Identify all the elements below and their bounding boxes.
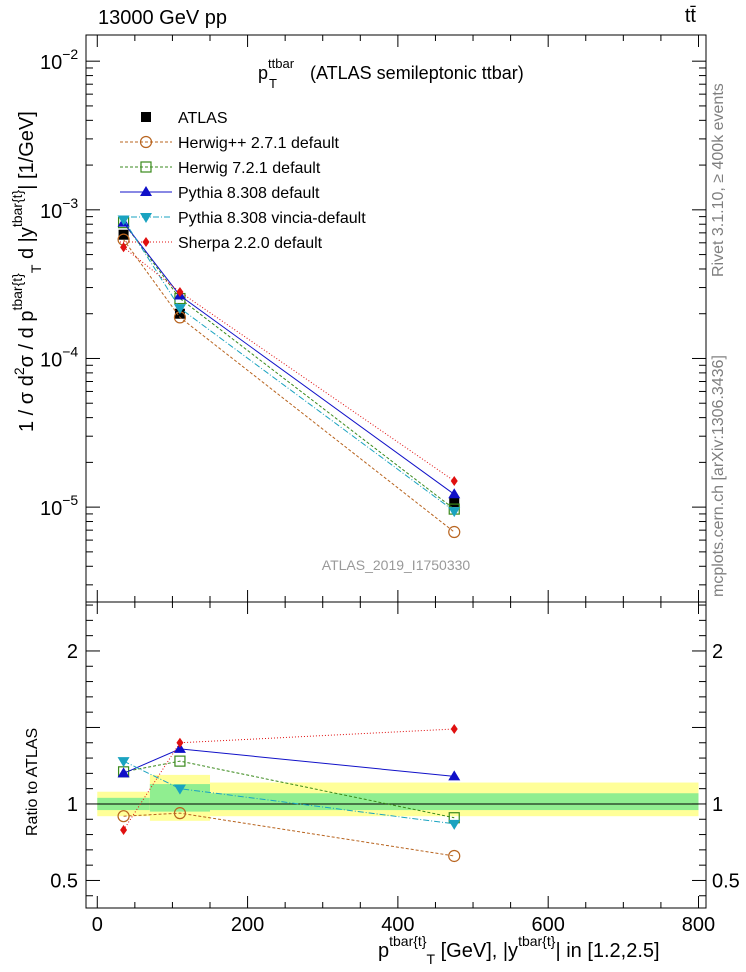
legend-label: Pythia 8.308 vincia-default bbox=[178, 210, 366, 227]
ratio-y-tick-label-right: 1 bbox=[712, 794, 723, 816]
ratio-series-4 bbox=[120, 723, 458, 835]
rivet-side-label: Rivet 3.1.10, ≥ 400k events bbox=[710, 83, 727, 277]
legend-item: Pythia 8.308 vincia-default bbox=[120, 210, 366, 227]
x-axis-ticks: 0 200 400 600 800 bbox=[92, 35, 715, 936]
marker-open-circle bbox=[139, 135, 153, 149]
marker-triangle-down bbox=[117, 757, 130, 768]
marker-triangle-down bbox=[448, 507, 461, 518]
header-process-label: tt̄ bbox=[684, 5, 696, 27]
main-series-1 bbox=[117, 233, 461, 539]
x-tick-label: 600 bbox=[531, 914, 564, 936]
ratio-y-axis-ticks: 0.5 0.5 1 1 2 2 bbox=[50, 604, 740, 897]
marker-open-circle bbox=[448, 525, 461, 539]
ratio-y-tick-label-left: 0.5 bbox=[50, 870, 78, 892]
legend-item: ATLAS bbox=[141, 110, 228, 127]
main-series-2 bbox=[117, 217, 460, 515]
x-tick-label: 800 bbox=[682, 914, 715, 936]
main-series-4 bbox=[117, 215, 461, 518]
marker-triangle-up bbox=[448, 770, 461, 781]
marker-square bbox=[141, 112, 151, 122]
x-tick-label: 200 bbox=[231, 914, 264, 936]
marker-triangle-up bbox=[448, 488, 461, 499]
series-line bbox=[123, 246, 455, 482]
chart-title: pttbar T(ATLAS semileptonic ttbar) bbox=[258, 56, 524, 91]
marker-triangle-up bbox=[173, 742, 186, 753]
marker-diamond bbox=[176, 737, 184, 748]
legend-label: Herwig 7.2.1 default bbox=[178, 160, 321, 177]
legend-label: ATLAS bbox=[178, 110, 228, 127]
marker-diamond bbox=[120, 824, 128, 835]
marker-diamond bbox=[450, 475, 458, 486]
legend-label: Herwig++ 2.7.1 default bbox=[178, 135, 340, 152]
mcplots-side-label: mcplots.cern.ch [arXiv:1306.3436] bbox=[710, 355, 727, 597]
legend-label: Pythia 8.308 default bbox=[178, 185, 320, 202]
marker-open-square bbox=[174, 755, 186, 767]
y-tick-label: 10−4 bbox=[40, 343, 78, 371]
ratio-y-tick-label-right: 2 bbox=[712, 641, 723, 663]
marker-diamond bbox=[120, 242, 128, 253]
main-y-axis-ticks: 10−5 10−4 10−3 10−2 bbox=[40, 46, 706, 586]
y-tick-label: 10−2 bbox=[40, 46, 78, 74]
ratio-series-0 bbox=[117, 807, 461, 863]
ratio-y-tick-label-right: 0.5 bbox=[712, 870, 740, 892]
legend: ATLAS Herwig++ 2.7.1 default Herwig 7.2.1 … bbox=[120, 110, 366, 252]
marker-open-square bbox=[140, 161, 152, 173]
ratio-series-line bbox=[123, 760, 455, 819]
marker-triangle-down bbox=[448, 819, 461, 830]
marker-diamond bbox=[176, 287, 184, 298]
analysis-watermark: ATLAS_2019_I1750330 bbox=[322, 557, 471, 573]
ratio-y-tick-label-left: 1 bbox=[67, 794, 78, 816]
marker-open-circle bbox=[117, 810, 130, 823]
marker-triangle-down bbox=[140, 213, 152, 223]
marker-triangle-down bbox=[173, 304, 186, 315]
marker-triangle-up bbox=[140, 186, 152, 196]
marker-square bbox=[449, 497, 460, 508]
ratio-series-line bbox=[123, 812, 455, 857]
main-series-3 bbox=[117, 216, 461, 499]
marker-triangle-down bbox=[117, 215, 130, 226]
main-y-axis-label: 1 / σ d2σ / d ptbar{t}T d |ytbar{t}| [1/… bbox=[9, 111, 44, 432]
main-series-0 bbox=[118, 229, 460, 508]
marker-diamond bbox=[142, 237, 150, 247]
series-line bbox=[123, 222, 455, 495]
legend-item: Sherpa 2.2.0 default bbox=[120, 235, 323, 252]
legend-item: Pythia 8.308 default bbox=[120, 185, 320, 202]
ratio-series-2 bbox=[117, 742, 461, 781]
series-line bbox=[123, 222, 455, 510]
ratio-y-tick-label-left: 2 bbox=[67, 641, 78, 663]
ratio-bands bbox=[97, 774, 699, 821]
ratio-plot-frame bbox=[85, 601, 707, 909]
series-line bbox=[123, 239, 455, 533]
ratio-band-stat bbox=[210, 793, 699, 811]
ratio-y-axis-label: Ratio to ATLAS bbox=[24, 728, 41, 836]
marker-triangle-down bbox=[173, 784, 186, 795]
marker-diamond bbox=[450, 723, 458, 734]
main-series-5 bbox=[120, 242, 458, 486]
ratio-series-line bbox=[123, 760, 455, 825]
marker-open-circle bbox=[173, 807, 187, 820]
y-tick-label: 10−3 bbox=[40, 195, 78, 223]
x-tick-label: 400 bbox=[381, 914, 414, 936]
legend-label: Sherpa 2.2.0 default bbox=[178, 235, 323, 252]
x-tick-label: 0 bbox=[92, 914, 103, 936]
marker-open-circle bbox=[448, 849, 461, 863]
legend-item: Herwig++ 2.7.1 default bbox=[120, 135, 340, 152]
marker-triangle-up bbox=[117, 767, 130, 778]
y-tick-label: 10−5 bbox=[40, 492, 78, 520]
legend-item: Herwig 7.2.1 default bbox=[120, 160, 321, 177]
header-energy-label: 13000 GeV pp bbox=[98, 7, 227, 29]
x-axis-label: ptbar{t}T [GeV], |ytbar{t}| in [1.2,2.5] bbox=[378, 933, 660, 967]
ratio-series-3 bbox=[117, 757, 461, 830]
series-line bbox=[123, 219, 455, 512]
